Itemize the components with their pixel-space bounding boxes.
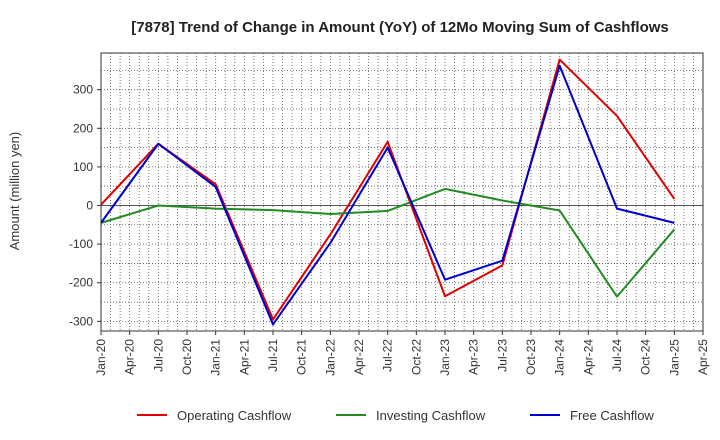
x-tick-label: Apr-20 (123, 339, 137, 375)
y-tick-label: -100 (69, 237, 93, 251)
y-tick-label: 200 (73, 121, 93, 135)
y-axis-label: Amount (million yen) (7, 132, 22, 251)
x-tick-label: Jul-22 (381, 339, 395, 372)
legend-label-operating-cashflow: Operating Cashflow (177, 408, 292, 423)
series-lines (100, 58, 676, 326)
x-tick-label: Apr-23 (467, 339, 481, 375)
x-tick-label: Oct-22 (409, 339, 423, 375)
x-tick-label: Jan-25 (667, 339, 681, 376)
plot-area-frame (100, 52, 704, 332)
legend-label-investing-cashflow: Investing Cashflow (376, 408, 486, 423)
x-tick-labels: Jan-20 Apr-20 Jul-20 Oct-20 Jan-21 Apr-21 Jul-… (94, 331, 710, 376)
y-tick-label: -200 (69, 276, 93, 290)
x-tick-label: Jul-23 (495, 339, 509, 372)
x-tick-label: Jan-24 (553, 339, 567, 376)
y-tick-label: -300 (69, 314, 93, 328)
x-tick-label: Apr-24 (581, 339, 595, 375)
x-tick-label: Apr-22 (352, 339, 366, 375)
x-tick-label: Oct-21 (295, 339, 309, 375)
y-tick-label: 300 (73, 83, 93, 97)
x-tick-label: Oct-24 (639, 339, 653, 375)
y-tick-label: 100 (73, 160, 93, 174)
series-line-investing-cashflow (100, 187, 676, 298)
legend-label-free-cashflow: Free Cashflow (570, 408, 654, 423)
series-line-free-cashflow (100, 64, 675, 326)
x-tick-label: Apr-21 (237, 339, 251, 375)
x-tick-label: Jan-23 (438, 339, 452, 376)
x-tick-label: Jul-24 (610, 339, 624, 372)
x-tick-label: Jan-22 (323, 339, 337, 376)
x-tick-label: Jul-20 (151, 339, 165, 372)
legend: Operating Cashflow Investing Cashflow Free… (137, 408, 654, 423)
chart-title: [7878] Trend of Change in Amount (YoY) o… (131, 19, 669, 36)
x-tick-label: Apr-25 (696, 339, 710, 375)
x-tick-label: Oct-20 (180, 339, 194, 375)
x-tick-label: Oct-23 (524, 339, 538, 375)
y-tick-label: 0 (86, 199, 93, 213)
y-tick-labels: 300 200 100 0 -100 -200 -300 (69, 83, 101, 328)
x-tick-label: Jan-20 (94, 339, 108, 376)
x-tick-label: Jan-21 (209, 339, 223, 376)
x-tick-label: Jul-21 (266, 339, 280, 372)
series-line-operating-cashflow (100, 58, 676, 321)
